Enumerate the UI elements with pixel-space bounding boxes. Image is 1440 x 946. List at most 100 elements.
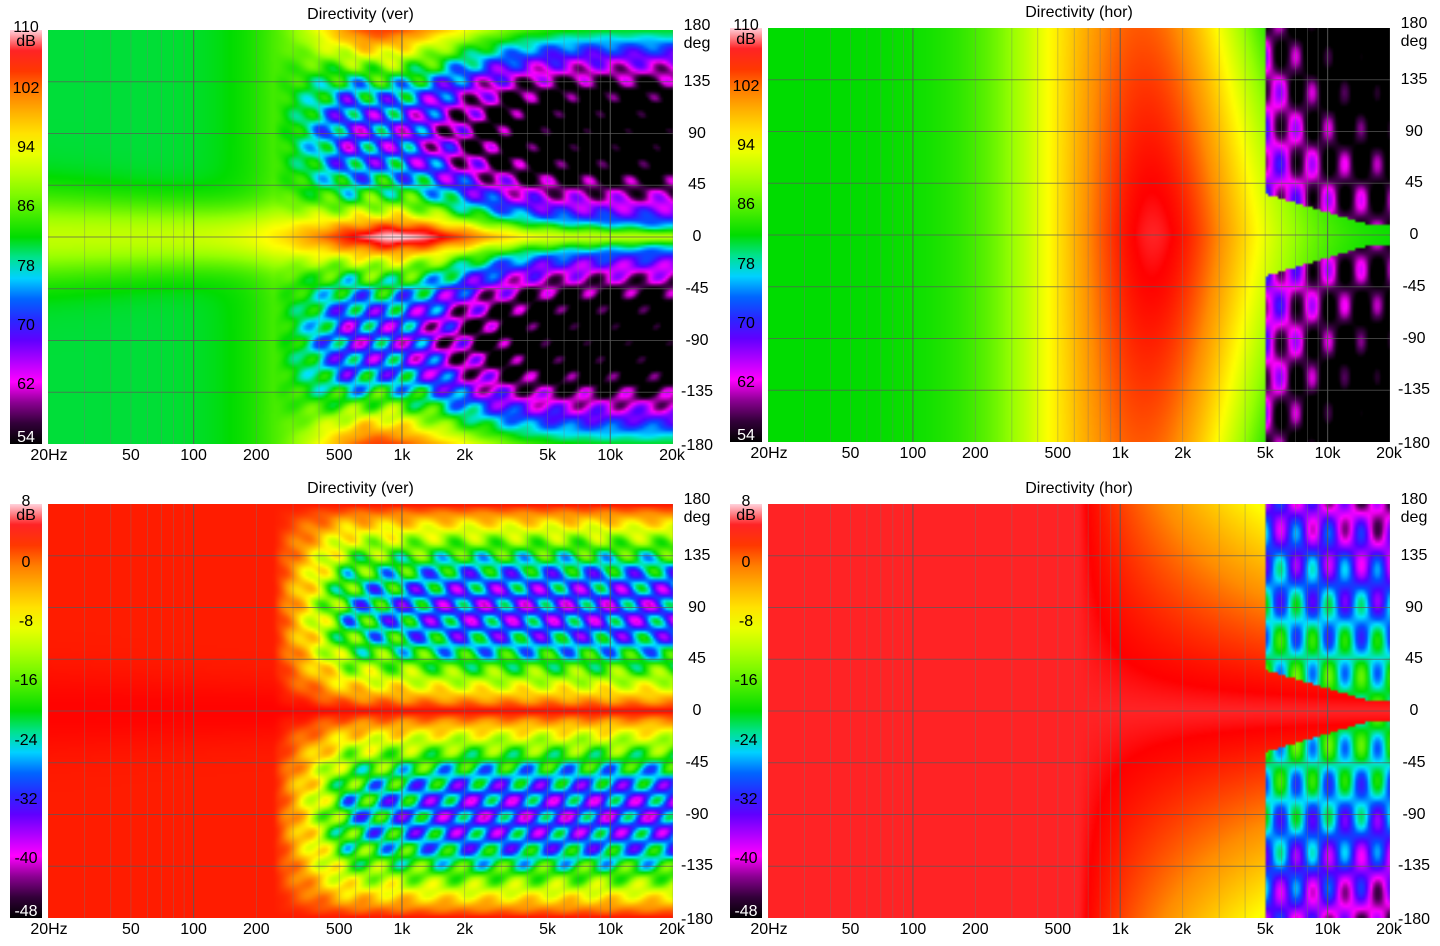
x-axis-tick-label: 20k [659, 447, 685, 464]
x-axis-tick-label: 10k [597, 447, 624, 464]
x-axis-tick-label: 2k [1174, 921, 1192, 938]
colorbar-tick-label: -16 [14, 672, 38, 690]
colorbar-tick-label: 86 [737, 196, 755, 214]
colorbar-tick-label: -8 [18, 613, 34, 631]
y-axis-tick-label: 45 [688, 176, 706, 194]
x-axis-tick-label: 20Hz [30, 921, 68, 938]
x-axis-tick-label: 500 [325, 921, 353, 938]
colorbar-tick-label: -24 [734, 731, 758, 749]
y-axis-tick-label: -135 [680, 383, 714, 401]
colorbar-tick-label: 62 [737, 373, 755, 391]
y-axis-tick-label: 0 [692, 228, 702, 245]
colorbar-tick-label: -48 [734, 903, 758, 920]
y-axis-tick-label: 135 [683, 546, 711, 564]
y-axis-tick-label: -180 [1397, 911, 1431, 928]
chart-title: Directivity (ver) [307, 480, 414, 497]
colorbar-tick-label: 70 [737, 314, 755, 332]
colorbar-tick-label: -32 [14, 790, 38, 808]
x-axis-tick-label: 500 [325, 447, 353, 464]
y-axis-tick-label: 135 [1400, 70, 1428, 88]
y-axis-unit-label: deg [1400, 33, 1428, 50]
colorbar-tick-label: -32 [734, 790, 758, 808]
colorbar-unit-label: dB [16, 507, 36, 524]
colorbar-tick-label: 86 [17, 198, 35, 216]
grid-lines [768, 28, 1390, 442]
y-axis-tick-label: -90 [685, 805, 709, 823]
y-axis-tick-label: 45 [688, 650, 706, 668]
y-axis-tick-label: 90 [1405, 122, 1423, 140]
y-axis-tick-label: -180 [1397, 435, 1431, 452]
y-axis-tick-label: -45 [1402, 277, 1426, 295]
chart-title: Directivity (hor) [1025, 480, 1133, 497]
x-axis-tick-label: 50 [841, 445, 860, 462]
y-axis-tick-label: 180 [683, 491, 711, 508]
x-axis-tick-label: 100 [180, 921, 207, 938]
chart-title: Directivity (hor) [1025, 4, 1133, 21]
grid-lines [48, 30, 673, 444]
y-axis-unit-label: deg [683, 35, 711, 52]
y-axis-tick-label: 90 [1405, 598, 1423, 616]
y-axis-tick-label: 180 [1400, 15, 1428, 32]
x-axis-tick-label: 200 [242, 921, 270, 938]
colorbar-tick-label: 110 [733, 17, 759, 34]
heatmap-plot-area [768, 28, 1390, 442]
y-axis-tick-label: -45 [685, 279, 709, 297]
x-axis-tick-label: 200 [242, 447, 270, 464]
colorbar-tick-label: -24 [14, 731, 38, 749]
x-axis-tick-label: 20k [1376, 921, 1402, 938]
x-axis-tick-label: 100 [180, 447, 207, 464]
x-axis-tick-label: 5k [539, 921, 557, 938]
x-axis-tick-label: 2k [456, 921, 474, 938]
colorbar-tick-label: 102 [12, 80, 40, 98]
x-axis-tick-label: 1k [393, 447, 411, 464]
colorbar-tick-label: 78 [17, 257, 35, 275]
colorbar-tick-label: -48 [14, 903, 38, 920]
x-axis-tick-label: 200 [961, 445, 989, 462]
colorbar-unit-label: dB [736, 31, 756, 48]
colorbar-tick-label: -40 [14, 849, 38, 867]
colorbar-tick-label: 70 [17, 316, 35, 334]
x-axis-tick-label: 2k [1174, 445, 1192, 462]
colorbar-tick-label: -16 [734, 672, 758, 690]
colorbar-tick-label: -8 [738, 613, 754, 631]
y-axis-tick-label: -45 [685, 753, 709, 771]
y-axis-tick-label: 180 [1400, 491, 1428, 508]
x-axis-tick-label: 10k [1314, 445, 1341, 462]
x-axis-tick-label: 5k [539, 447, 557, 464]
x-axis-tick-label: 200 [961, 921, 989, 938]
x-axis-tick-label: 10k [1314, 921, 1341, 938]
x-axis-tick-label: 500 [1044, 921, 1072, 938]
y-axis-tick-label: -90 [685, 331, 709, 349]
y-axis-unit-label: deg [1400, 509, 1428, 526]
grid-lines [48, 504, 673, 918]
colorbar-tick-label: 78 [737, 255, 755, 273]
colorbar-tick-label: 8 [21, 493, 31, 510]
y-axis-tick-label: -90 [1402, 805, 1426, 823]
x-axis-tick-label: 5k [1256, 445, 1274, 462]
colorbar-unit-label: dB [736, 507, 756, 524]
colorbar-tick-label: 94 [737, 137, 755, 155]
x-axis-tick-label: 5k [1256, 921, 1274, 938]
y-axis-tick-label: -135 [1397, 857, 1431, 875]
y-axis-tick-label: -135 [1397, 381, 1431, 399]
colorbar [10, 30, 42, 444]
x-axis-tick-label: 500 [1044, 445, 1072, 462]
y-axis-tick-label: 90 [688, 124, 706, 142]
y-axis-tick-label: -135 [680, 857, 714, 875]
x-axis-tick-label: 2k [456, 447, 474, 464]
colorbar [730, 504, 762, 918]
heatmap-plot-area [48, 30, 673, 444]
x-axis-tick-label: 10k [597, 921, 624, 938]
y-axis-tick-label: 90 [688, 598, 706, 616]
colorbar-tick-label: 94 [17, 139, 35, 157]
x-axis-tick-label: 20k [659, 921, 685, 938]
x-axis-tick-label: 1k [393, 921, 411, 938]
x-axis-tick-label: 20Hz [750, 445, 788, 462]
y-axis-tick-label: 45 [1405, 174, 1423, 192]
colorbar-tick-label: 102 [732, 78, 760, 96]
y-axis-tick-label: -45 [1402, 753, 1426, 771]
colorbar-unit-label: dB [16, 33, 36, 50]
x-axis-tick-label: 50 [121, 921, 140, 938]
colorbar [10, 504, 42, 918]
x-axis-tick-label: 100 [899, 445, 927, 462]
